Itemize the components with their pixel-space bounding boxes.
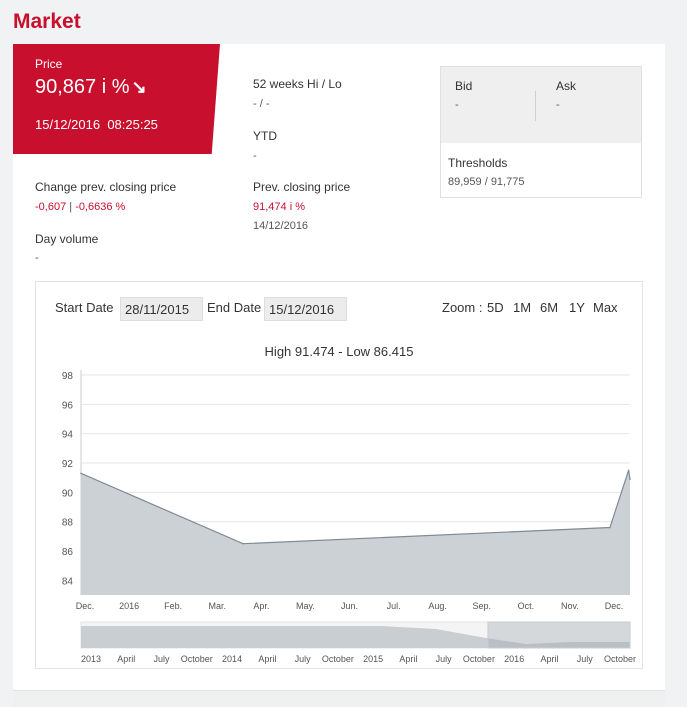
navigator-label: July bbox=[295, 654, 312, 664]
navigator-selection bbox=[487, 621, 631, 649]
change-separator: | bbox=[66, 201, 76, 213]
zoom-1y-button[interactable]: 1Y bbox=[569, 300, 585, 315]
x-tick-label: Nov. bbox=[561, 601, 579, 611]
x-tick-label: Oct. bbox=[518, 601, 535, 611]
navigator-label: October bbox=[463, 654, 495, 664]
navigator-label: July bbox=[577, 654, 594, 664]
ytd-value: - bbox=[253, 150, 257, 162]
thresholds-label: Thresholds bbox=[448, 156, 508, 170]
bid-label: Bid bbox=[455, 79, 473, 93]
bid-ask-header bbox=[441, 67, 641, 143]
start-date-input[interactable]: 28/11/2015 bbox=[120, 297, 203, 321]
page-title: Market bbox=[13, 10, 81, 33]
change-value-abs: -0,607 bbox=[35, 201, 67, 213]
price-datetime: 15/12/2016 08:25:25 bbox=[35, 117, 158, 132]
navigator-label: October bbox=[322, 654, 354, 664]
navigator-label: April bbox=[399, 654, 417, 664]
price-box: Price 90,867 i % ↘ 15/12/2016 08:25:25 bbox=[13, 44, 220, 154]
bottom-section-edge bbox=[13, 690, 665, 707]
price-date: 15/12/2016 bbox=[35, 117, 101, 132]
navigator-label: 2014 bbox=[222, 654, 242, 664]
y-tick-label: 86 bbox=[62, 547, 74, 558]
x-tick-label: Apr. bbox=[253, 601, 269, 611]
zoom-max-button[interactable]: Max bbox=[593, 300, 618, 315]
bid-ask-divider bbox=[535, 91, 536, 121]
price-label: Price bbox=[35, 57, 63, 71]
y-tick-label: 94 bbox=[62, 430, 74, 441]
x-tick-label: May. bbox=[296, 601, 315, 611]
price-time: 08:25:25 bbox=[107, 117, 158, 132]
x-tick-label: Aug. bbox=[428, 601, 447, 611]
data-point bbox=[609, 526, 611, 529]
y-tick-label: 84 bbox=[62, 576, 74, 587]
navigator-label: April bbox=[540, 654, 558, 664]
navigator-series bbox=[81, 626, 630, 648]
y-tick-label: 90 bbox=[62, 488, 74, 499]
x-tick-label: Feb. bbox=[164, 601, 182, 611]
price-chart[interactable]: 98 96 94 92 90 88 86 84 Dec. 2016 Feb. Mar. Apr. May.… bbox=[36, 282, 642, 668]
change-values: -0,607 | -0,6636 % bbox=[35, 201, 125, 213]
zoom-6m-button[interactable]: 6M bbox=[540, 300, 559, 315]
zoom-1m-button[interactable]: 1M bbox=[513, 300, 532, 315]
thresholds-value: 89,959 / 91,775 bbox=[448, 176, 525, 188]
navigator-label: July bbox=[436, 654, 453, 664]
x-tick-label: 2016 bbox=[119, 601, 139, 611]
price-value-row: 90,867 i % ↘ bbox=[35, 76, 147, 99]
chart-title: High 91.474 - Low 86.415 bbox=[264, 344, 414, 359]
navigator-label: July bbox=[154, 654, 171, 664]
bid-ask-box: Bid - Ask - Thresholds 89,959 / 91,775 bbox=[440, 66, 642, 198]
weeks52-label: 52 weeks Hi / Lo bbox=[253, 77, 342, 91]
data-point bbox=[629, 478, 631, 480]
zoom-label: Zoom : bbox=[442, 300, 483, 315]
y-tick-label: 96 bbox=[62, 400, 74, 411]
ask-value: - bbox=[556, 99, 560, 111]
navigator-label: October bbox=[181, 654, 213, 664]
y-tick-label: 98 bbox=[62, 371, 74, 382]
bid-value: - bbox=[455, 99, 459, 111]
chart-container: Start Date 28/11/2015 End Date 15/12/201… bbox=[35, 281, 643, 669]
data-point bbox=[242, 542, 244, 545]
x-tick-label: Dec. bbox=[76, 601, 95, 611]
weeks52-value: - / - bbox=[253, 98, 270, 110]
start-date-label: Start Date bbox=[55, 300, 114, 315]
data-point bbox=[627, 469, 630, 472]
y-tick-label: 88 bbox=[62, 518, 74, 529]
price-value: 90,867 i % bbox=[35, 76, 130, 98]
market-panel: Price 90,867 i % ↘ 15/12/2016 08:25:25 52… bbox=[13, 44, 665, 707]
navigator-label: 2015 bbox=[363, 654, 383, 664]
end-date-label: End Date bbox=[207, 300, 262, 315]
ytd-label: YTD bbox=[253, 129, 277, 143]
ask-label: Ask bbox=[556, 79, 577, 93]
x-tick-label: Jul. bbox=[387, 601, 401, 611]
prev-close-date: 14/12/2016 bbox=[253, 220, 309, 232]
zoom-5d-button[interactable]: 5D bbox=[487, 300, 504, 315]
arrow-down-right-icon: ↘ bbox=[131, 77, 147, 97]
prev-close-label: Prev. closing price bbox=[253, 180, 351, 194]
end-date-input[interactable]: 15/12/2016 bbox=[264, 297, 347, 321]
day-volume-label: Day volume bbox=[35, 232, 99, 246]
series-area bbox=[81, 470, 630, 595]
navigator-label: 2016 bbox=[504, 654, 524, 664]
navigator-label: April bbox=[117, 654, 135, 664]
data-point bbox=[80, 472, 82, 475]
day-volume-value: - bbox=[35, 252, 39, 264]
x-tick-label: Dec. bbox=[605, 601, 624, 611]
x-tick-label: Sep. bbox=[472, 601, 491, 611]
change-label: Change prev. closing price bbox=[35, 180, 177, 194]
prev-close-value: 91,474 i % bbox=[253, 201, 305, 213]
x-tick-label: Jun. bbox=[341, 601, 358, 611]
navigator-label: April bbox=[258, 654, 276, 664]
navigator-label: October bbox=[604, 654, 636, 664]
navigator-label: 2013 bbox=[81, 654, 101, 664]
x-tick-label: Mar. bbox=[208, 601, 226, 611]
change-value-pct: -0,6636 % bbox=[75, 201, 126, 213]
y-tick-label: 92 bbox=[62, 459, 74, 470]
